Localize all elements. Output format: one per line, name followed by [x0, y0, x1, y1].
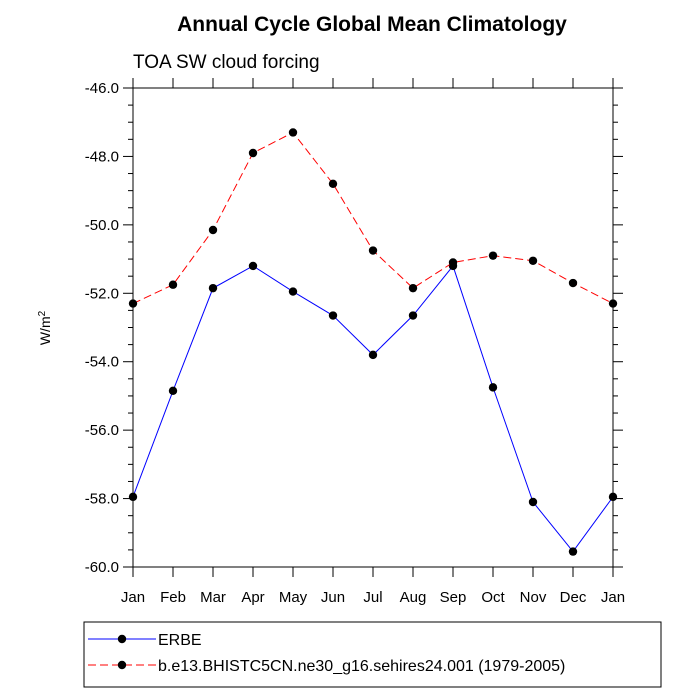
series-line — [132, 264, 614, 553]
y-axis-label-superscript: 2 — [37, 310, 48, 316]
y-axis-ticks — [123, 87, 623, 568]
data-point — [488, 383, 498, 392]
data-point — [568, 547, 578, 556]
y-tick-label: -52.0 — [85, 285, 119, 302]
data-point — [608, 299, 618, 308]
data-point — [368, 350, 378, 360]
series-1 — [128, 261, 618, 556]
x-tick-label: Sep — [440, 589, 467, 606]
x-tick-label: Aug — [400, 589, 427, 606]
data-point — [528, 256, 538, 265]
data-point — [368, 246, 378, 255]
y-axis-label: W/m2 — [37, 310, 53, 345]
chart-subtitle: TOA SW cloud forcing — [133, 52, 320, 73]
data-point — [288, 287, 298, 296]
x-tick-label: Feb — [160, 589, 186, 606]
data-point — [408, 311, 418, 320]
data-point — [168, 280, 178, 289]
y-tick-label: -46.0 — [85, 80, 119, 97]
legend-marker — [117, 634, 127, 644]
series-line — [132, 131, 614, 305]
x-tick-label: Jun — [321, 589, 345, 606]
x-axis-tick-labels: Jan Feb Mar Apr May Jun Jul Aug Sep Oct Nov Dec Jan — [121, 589, 625, 606]
y-tick-label: -50.0 — [85, 217, 119, 234]
data-point — [208, 283, 218, 293]
x-tick-label: Jan — [121, 589, 145, 606]
chart-title: Annual Cycle Global Mean Climatology — [177, 13, 567, 36]
x-tick-label: Jul — [363, 589, 382, 606]
data-point — [248, 148, 258, 158]
data-point — [328, 311, 338, 320]
data-point — [288, 128, 298, 137]
data-point — [408, 283, 418, 293]
x-tick-label: Dec — [560, 589, 587, 606]
data-point — [168, 386, 178, 395]
y-tick-label: -54.0 — [85, 354, 119, 371]
data-point — [608, 492, 618, 502]
legend-entry-2: b.e13.BHISTC5CN.ne30_g16.sehires24.001 (… — [88, 658, 565, 675]
data-point — [568, 278, 578, 288]
plot-frame — [132, 87, 614, 568]
legend-label: ERBE — [158, 632, 202, 649]
legend-entries: ERBE b.e13.BHISTC5CN.ne30_g16.sehires24.0… — [88, 632, 565, 675]
legend-label: b.e13.BHISTC5CN.ne30_g16.sehires24.001 (… — [158, 658, 565, 675]
data-point — [448, 258, 458, 267]
x-tick-label: Jan — [601, 589, 625, 606]
legend — [83, 621, 662, 688]
series-2 — [128, 128, 618, 308]
x-tick-label: Mar — [200, 589, 226, 606]
data-point — [128, 492, 138, 502]
data-point — [208, 225, 218, 235]
legend-entry-1: ERBE — [88, 632, 202, 649]
data-point — [328, 179, 338, 188]
data-point — [128, 299, 138, 308]
x-tick-label: Apr — [241, 589, 264, 606]
x-tick-label: May — [279, 589, 308, 606]
data-point — [528, 497, 538, 507]
x-tick-label: Oct — [481, 589, 505, 606]
y-tick-label: -58.0 — [85, 491, 119, 508]
x-axis-ticks — [132, 78, 614, 577]
data-point — [248, 261, 258, 271]
legend-marker — [117, 660, 127, 670]
y-axis-tick-labels: -46.0 -48.0 -50.0 -52.0 -54.0 -56.0 -58.0 -60.0 — [85, 80, 119, 576]
x-tick-label: Nov — [520, 589, 547, 606]
data-point — [488, 251, 498, 260]
y-axis-label-text: W/m — [37, 316, 53, 345]
y-tick-label: -48.0 — [85, 148, 119, 165]
series-layer — [128, 128, 618, 556]
y-tick-label: -60.0 — [85, 559, 119, 576]
y-tick-label: -56.0 — [85, 422, 119, 439]
